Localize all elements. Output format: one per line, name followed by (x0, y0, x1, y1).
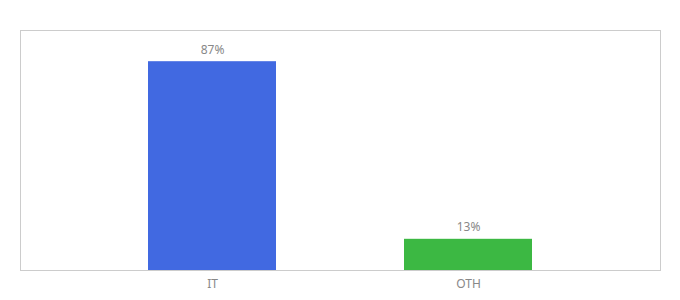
svg-text:OTH: OTH (456, 275, 481, 292)
svg-text:13%: 13% (457, 218, 481, 235)
svg-text:IT: IT (207, 275, 218, 292)
svg-text:87%: 87% (201, 41, 225, 58)
